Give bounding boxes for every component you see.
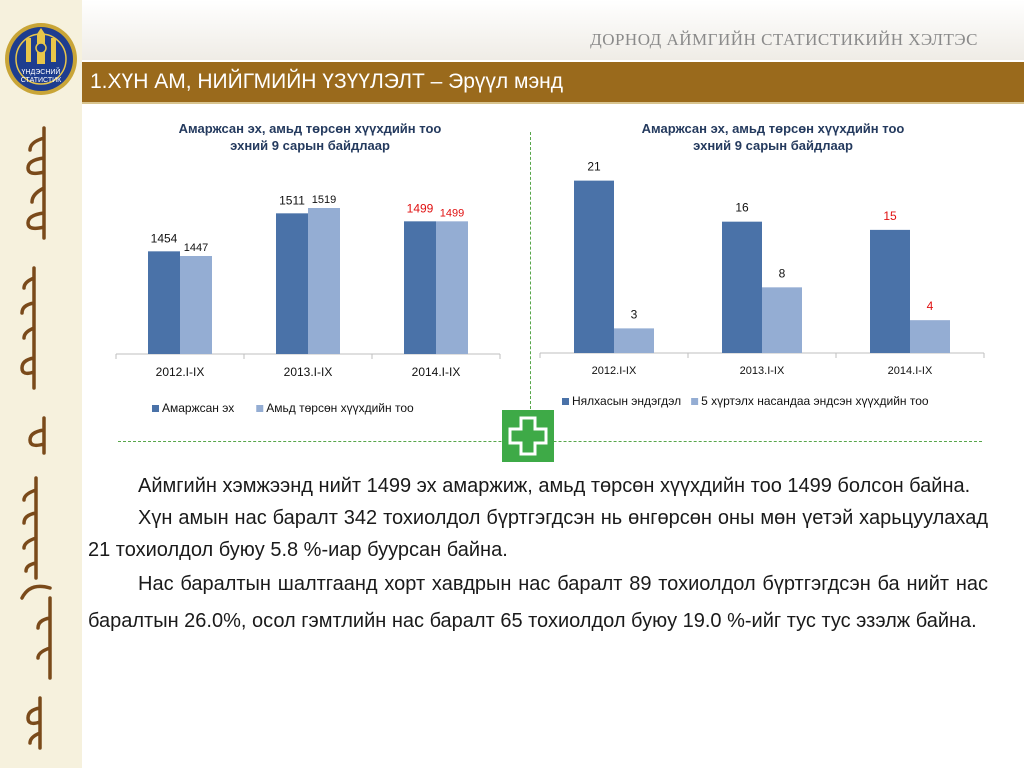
bar xyxy=(148,251,180,354)
header-band: ДОРНОД АЙМГИЙН СТАТИСТИКИЙН ХЭЛТЭС xyxy=(82,0,1024,60)
legend-entry: 5 хүртэлх насандаа эндсэн хүүхдийн тоо xyxy=(701,394,929,408)
data-label: 15 xyxy=(883,209,897,223)
mongolian-script-ornament xyxy=(20,126,52,750)
x-tick-label: 2013.I-IX xyxy=(740,365,785,377)
chart1-title: Амаржсан эх, амьд төрсөн хүүхдийн тоо эх… xyxy=(118,120,502,154)
legend-swatch xyxy=(152,405,159,412)
left-strip: ҮНДЭСНИЙ СТАТИСТИК xyxy=(0,0,82,768)
data-label: 4 xyxy=(927,299,934,313)
paragraph-births: Аймгийн хэмжээнд нийт 1499 эх амаржиж, а… xyxy=(138,475,971,497)
data-label: 3 xyxy=(631,307,638,321)
x-tick-label: 2014.I-IX xyxy=(888,365,933,377)
bar xyxy=(180,256,212,354)
data-label: 1454 xyxy=(151,231,178,245)
title-bar: 1.ХҮН АМ, НИЙГМИЙН ҮЗҮҮЛЭЛТ – Эрүүл мэнд xyxy=(82,62,1024,104)
data-label: 21 xyxy=(587,160,601,174)
data-label: 1499 xyxy=(407,201,434,215)
legend-entry: Амаржсан эх xyxy=(162,401,234,415)
legend-entry: Нялхасын эндэгдэл xyxy=(572,394,681,408)
paragraph-mortality: Хүн амын нас баралт 342 тохиолдол бүртгэ… xyxy=(88,507,988,561)
chart2-title-line1: Амаржсан эх, амьд төрсөн хүүхдийн тоо xyxy=(641,121,905,136)
paragraph-causes: Нас баралтын шалтгаанд хорт хавдрын нас … xyxy=(88,573,988,632)
bar xyxy=(722,221,762,353)
chart2-title-line2: эхний 9 сарын байдлаар xyxy=(693,138,853,153)
bar xyxy=(762,287,802,353)
bar xyxy=(614,328,654,353)
chart2-title: Амаржсан эх, амьд төрсөн хүүхдийн тоо эх… xyxy=(578,120,968,154)
chart2: 21 3 2012.I-IX 16 8 2013.I-IX 15 4 2014.I-IX Нялх… xyxy=(539,160,985,408)
bar xyxy=(870,229,910,353)
x-tick-label: 2014.I-IX xyxy=(412,365,461,379)
org-name: ДОРНОД АЙМГИЙН СТАТИСТИКИЙН ХЭЛТЭС xyxy=(590,30,978,49)
bar xyxy=(308,208,340,354)
medical-cross-icon xyxy=(502,410,554,462)
chart1-title-line1: Амаржсан эх, амьд төрсөн хүүхдийн тоо xyxy=(178,121,442,136)
body-text: Аймгийн хэмжээнд нийт 1499 эх амаржиж, а… xyxy=(88,470,988,640)
soyombo-emblem-icon: ҮНДЭСНИЙ СТАТИСТИК xyxy=(5,23,77,95)
chart1-title-line2: эхний 9 сарын байдлаар xyxy=(230,138,390,153)
data-label: 8 xyxy=(779,266,786,280)
legend-entry: Амьд төрсөн хүүхдийн тоо xyxy=(266,401,414,415)
data-label: 1499 xyxy=(440,207,464,219)
chart1: 1454 1447 2012.I-IX 1511 1519 2013.I-IX 1499 14… xyxy=(115,193,501,415)
bar xyxy=(910,320,950,353)
data-label: 16 xyxy=(735,201,749,215)
data-label: 1511 xyxy=(279,193,305,207)
data-label: 1447 xyxy=(184,242,208,254)
legend-swatch xyxy=(256,405,264,412)
bar xyxy=(404,221,436,354)
svg-text:СТАТИСТИК: СТАТИСТИК xyxy=(21,77,62,84)
bar xyxy=(436,221,468,354)
legend-swatch xyxy=(691,398,699,405)
vertical-divider xyxy=(530,132,531,414)
data-label: 1519 xyxy=(312,194,336,206)
page-title: 1.ХҮН АМ, НИЙГМИЙН ҮЗҮҮЛЭЛТ – Эрүүл мэнд xyxy=(90,70,564,93)
x-tick-label: 2012.I-IX xyxy=(156,365,205,379)
svg-text:ҮНДЭСНИЙ: ҮНДЭСНИЙ xyxy=(22,67,61,76)
x-tick-label: 2012.I-IX xyxy=(592,365,637,377)
legend-swatch xyxy=(562,398,569,405)
x-tick-label: 2013.I-IX xyxy=(284,365,333,379)
bar xyxy=(574,180,614,353)
bar xyxy=(276,213,308,354)
